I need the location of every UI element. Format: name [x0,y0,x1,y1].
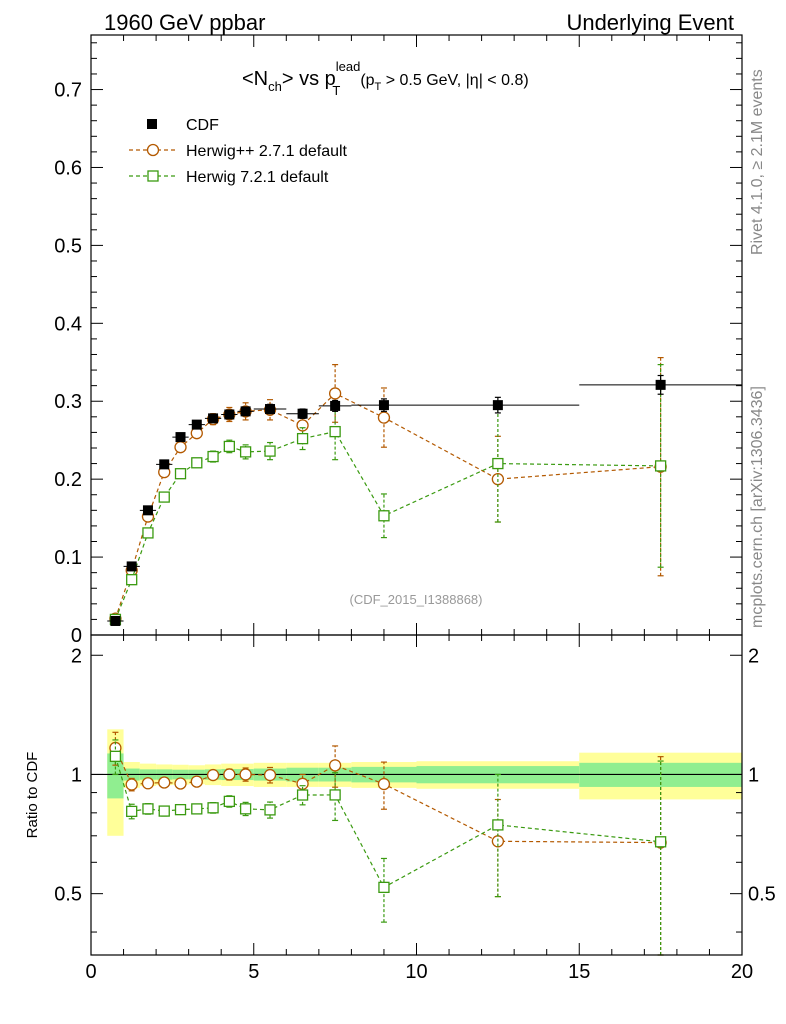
herwig-7-2-1-default-ratio-point [142,803,154,815]
cdf-point [297,408,308,419]
upper-y-tick-label: 0.5 [54,235,82,257]
herwig-2-7-1-default-point [328,387,342,400]
herwig-7-2-1-default-point [654,460,667,472]
herwig-2-7-1-default-point [377,411,391,424]
herwig-7-2-1-default-point [174,468,187,480]
side-text-mcplots: mcplots.cern.ch [arXiv:1306.3436] [749,386,766,628]
herwig-2-7-1-default-ratio-point [239,768,252,781]
herwig-7-2-1-default-ratio-point [329,789,341,801]
herwig-7-2-1-default-ratio-point [492,819,504,831]
herwig-7-2-1-default-ratio-point [239,803,252,815]
herwig-7-2-1-default-ratio-point [207,802,219,814]
herwig-2-7-1-default-ratio-point [190,775,203,788]
herwig-7-2-1-default-ratio-point [223,795,235,808]
ratio-panel-data [109,731,667,956]
herwig-7-2-1-default-ratio-point [158,805,170,817]
herwig-7-2-1-default-ratio-point [264,804,276,816]
x-tick-label: 0 [85,961,96,983]
ratio-y-tick-label-right: 1 [748,764,759,786]
cdf-point [142,505,153,516]
ratio-y-tick-label-right: 0.5 [748,884,776,906]
cdf-point [330,400,341,411]
cdf-point [655,379,666,390]
herwig-2-7-1-default-ratio-point [206,768,220,782]
herwig-2-7-1-default-ratio-point [125,778,138,791]
cdf-point [159,459,170,470]
upper-panel-data [107,356,742,626]
upper-y-tick-label: 0.4 [54,313,82,335]
herwig-7-2-1-default-ratio-point [174,803,187,816]
herwig-7-2-1-default-point [142,527,154,539]
cdf-point [240,406,251,417]
herwig-7-2-1-default-point [378,510,390,522]
herwig-2-7-1-default-ratio-point [141,777,155,790]
herwig-2-7-1-default-ratio-point [263,768,277,782]
herwig-7-2-1-default-point [158,491,170,503]
cdf-point [175,432,186,443]
header-right: Underlying Event [566,10,734,35]
herwig-2-7-1-default-ratio-point [377,777,391,791]
legend-marker-herwig7 [147,170,159,182]
herwig-2-7-1-default-point [174,441,187,454]
x-tick-label: 5 [248,961,259,983]
upper-y-tick-label: 0.1 [54,547,82,569]
herwig-7-2-1-default-point [239,446,252,458]
x-tick-label: 20 [731,961,753,983]
legend-marker-herwigpp [146,143,160,157]
herwig-2-7-1-default-line [114,392,661,619]
axes-ticks: 0 5 10 15 20 0 0.1 0.2 0.3 0.4 0.5 0.6 0.7 0.5 0.5 1 1 2 2 [54,35,776,983]
ratio-y-tick-label: 2 [71,645,82,667]
herwig-7-2-1-default-point [223,440,235,453]
x-tick-label: 10 [405,961,427,983]
cdf-point [191,419,202,430]
herwig-7-2-1-default-point [329,425,341,438]
herwig-7-2-1-default-line [114,430,661,620]
cdf-point [265,404,276,415]
herwig-2-7-1-default-ratio-point [158,776,171,789]
upper-y-tick-label: 0.2 [54,469,82,491]
cdf-point [126,561,137,572]
herwig-7-2-1-default-ratio-point [109,750,122,762]
herwig-7-2-1-default-ratio-point [296,789,309,801]
herwig-7-2-1-default-ratio-point [126,805,138,818]
cdf-point [110,615,121,626]
ratio-band-inner [107,753,124,799]
legend-label-cdf: CDF [186,117,219,134]
legend-label-herwig7: Herwig 7.2.1 default [186,169,329,186]
herwig-7-2-1-default-ratio-point [654,836,667,848]
herwig-7-2-1-default-ratio-point [191,803,203,815]
ratio-ylabel: Ratio to CDF [24,752,41,839]
upper-y-tick-label: 0.3 [54,391,82,413]
upper-y-tick-label: 0.7 [54,80,82,102]
cdf-point [378,400,389,411]
chart-title: <Nch> vs plead T(pT > 0.5 GeV, |η| < 0.8) [242,59,529,98]
cdf-point [208,413,219,424]
herwig-7-2-1-default-point [126,574,138,586]
cdf-point [492,400,503,411]
header-left: 1960 GeV ppbar [104,10,265,35]
herwig-7-2-1-default-point [492,457,504,470]
upper-y-tick-label: 0 [71,625,82,647]
ratio-y-tick-label: 0.5 [54,884,82,906]
upper-y-tick-label: 0.6 [54,157,82,179]
analysis-label: (CDF_2015_I1388868) [350,592,483,607]
legend-label-herwigpp: Herwig++ 2.7.1 default [186,143,348,160]
herwig-2-7-1-default-ratio-point [223,768,236,781]
herwig-7-2-1-default-point [207,450,219,463]
herwig-2-7-1-default-ratio-point [328,759,342,772]
ratio-uncertainty-bands [91,729,742,836]
side-text-rivet: Rivet 4.1.0, ≥ 2.1M events [749,69,766,255]
ratio-y-tick-label: 1 [71,764,82,786]
herwig-7-2-1-default-point [264,445,276,457]
cdf-point [224,409,235,420]
legend: CDF Herwig++ 2.7.1 default Herwig 7.2.1 … [129,117,348,186]
ratio-y-tick-label-right: 2 [748,645,759,667]
herwig-7-2-1-default-ratio-point [378,881,390,894]
legend-marker-cdf [147,119,157,129]
herwig-7-2-1-default-point [191,457,203,469]
herwig-2-7-1-default-ratio-point [174,777,187,790]
x-tick-label: 15 [568,961,590,983]
herwig-7-2-1-default-point [296,432,309,445]
